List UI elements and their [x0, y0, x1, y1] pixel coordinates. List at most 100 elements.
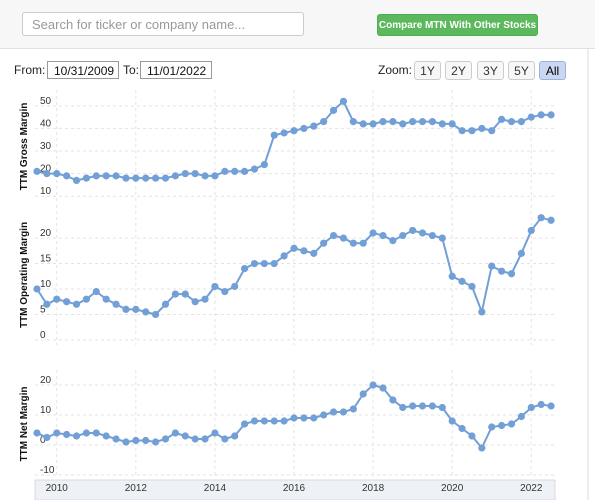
point [359, 390, 367, 398]
point [132, 305, 140, 313]
from-label: From: [14, 63, 46, 77]
point [438, 403, 446, 412]
point [43, 300, 51, 308]
point [290, 414, 298, 422]
point [33, 429, 41, 437]
point [33, 167, 41, 175]
point [527, 113, 535, 121]
y-axis-title: TTM Gross Margin [19, 103, 30, 191]
point [537, 400, 545, 409]
point [250, 417, 259, 425]
point [507, 118, 516, 126]
zoom-button[interactable]: 5Y [508, 61, 535, 80]
point [270, 259, 278, 268]
zoom-button[interactable]: 2Y [445, 61, 472, 80]
point [310, 122, 318, 130]
point [399, 120, 407, 128]
y-axis-title: TTM Operating Margin [19, 222, 30, 328]
point [280, 417, 288, 425]
point [181, 432, 189, 440]
point [142, 308, 150, 316]
point [399, 231, 407, 240]
point [320, 411, 328, 419]
y-tick-label: 20 [40, 375, 52, 386]
point [92, 287, 100, 296]
point [369, 381, 377, 389]
y-tick-label: 50 [40, 96, 52, 107]
point [329, 231, 338, 240]
point [428, 231, 437, 240]
point [329, 106, 338, 114]
point [527, 226, 535, 235]
point [122, 305, 130, 313]
from-date[interactable]: 10/31/2009 [47, 61, 119, 79]
zoom-button[interactable]: 1Y [414, 61, 441, 80]
point [181, 290, 189, 298]
point [409, 402, 417, 410]
zoom-button[interactable]: 3Y [477, 61, 504, 80]
point [142, 174, 150, 182]
point [488, 262, 496, 270]
zoom-button[interactable]: All [539, 61, 566, 80]
compare-button[interactable]: Compare MTN With Other Stocks [377, 14, 538, 36]
point [132, 174, 140, 182]
point [102, 172, 110, 180]
point [260, 160, 268, 169]
point [339, 234, 348, 242]
y-tick-label: 10 [40, 186, 52, 197]
point [201, 172, 209, 180]
point [142, 436, 150, 445]
x-tick-label: 2022 [520, 483, 543, 494]
point [320, 239, 328, 247]
point [349, 405, 357, 413]
zoom-label: Zoom: [378, 63, 413, 77]
point [53, 295, 61, 303]
point [191, 298, 199, 306]
point [82, 429, 91, 437]
point [260, 259, 268, 268]
point [359, 239, 367, 247]
x-tick-label: 2018 [362, 483, 385, 494]
point [547, 402, 555, 410]
point [507, 420, 516, 428]
x-tick-label: 2012 [125, 483, 148, 494]
point [240, 265, 249, 273]
search-box[interactable]: Search for ticker or company name... [22, 12, 304, 36]
point [300, 124, 308, 133]
y-axis-title: TTM Net Margin [19, 387, 30, 462]
point [102, 295, 110, 303]
point [468, 127, 476, 135]
point [290, 244, 298, 252]
point [379, 118, 387, 126]
point [468, 282, 476, 291]
point [161, 435, 170, 443]
point [349, 118, 357, 126]
point [438, 234, 446, 242]
point [428, 402, 437, 410]
point [171, 290, 179, 298]
point [43, 433, 51, 442]
point [63, 298, 71, 306]
point [517, 118, 525, 126]
y-tick-label: 0 [40, 435, 46, 446]
point [72, 300, 81, 308]
point [260, 417, 268, 425]
point [211, 172, 219, 180]
point [270, 417, 278, 425]
point [181, 170, 189, 178]
point [201, 435, 209, 443]
point [300, 414, 308, 422]
point [428, 118, 437, 126]
point [221, 435, 229, 443]
point [458, 424, 466, 433]
point [409, 226, 417, 235]
y-tick-label: 15 [40, 254, 52, 265]
to-date[interactable]: 11/01/2022 [140, 61, 212, 79]
point [171, 172, 179, 180]
point [231, 282, 239, 291]
point [349, 239, 357, 247]
y-tick-label: 0 [40, 330, 46, 341]
point [161, 300, 170, 308]
y-tick-label: 10 [40, 405, 52, 416]
